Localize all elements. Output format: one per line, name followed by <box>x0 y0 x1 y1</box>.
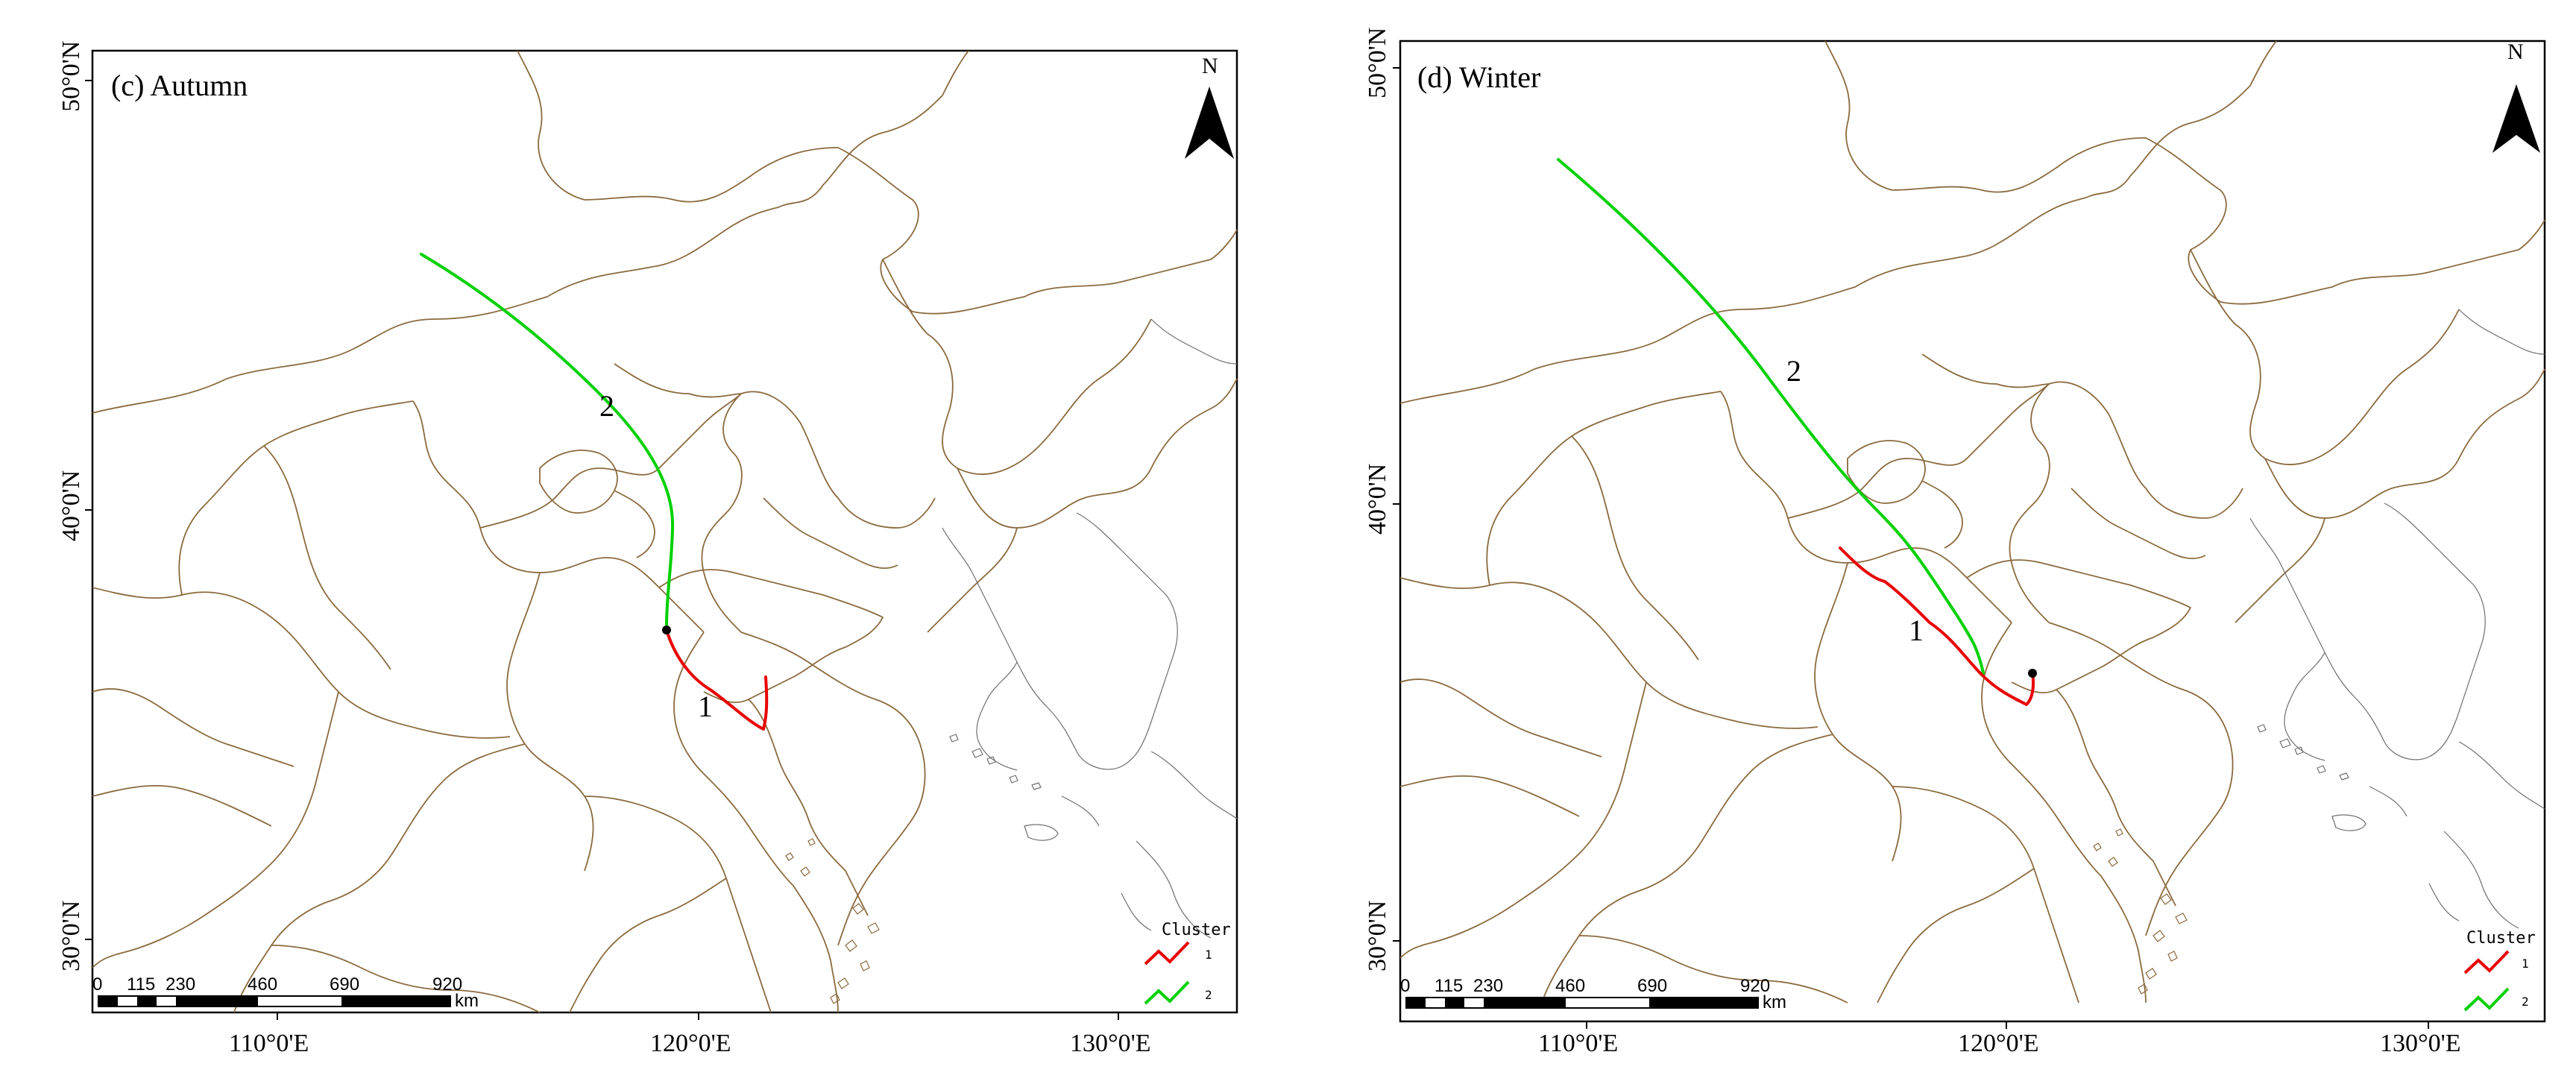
trajectory-cluster-1 <box>665 628 769 731</box>
trajectory-cluster-2 <box>420 253 675 626</box>
scale-unit: km <box>455 991 479 1011</box>
lat-label-30: 30°0'N <box>57 901 85 971</box>
map-frame <box>91 49 1238 1014</box>
legend-swatch-1 <box>1144 941 1190 965</box>
north-arrow-label: N <box>2507 40 2524 64</box>
lat-label-40: 40°0'N <box>1364 464 1391 535</box>
scale-bar: 0 115 230 460 690 920 km <box>92 974 479 1011</box>
scale-tick-690: 690 <box>1637 976 1667 996</box>
legend: Cluster 1 2 <box>1144 921 1231 1005</box>
panel-title: (d) Winter <box>1417 60 1540 94</box>
legend-title: Cluster <box>1162 921 1231 939</box>
scale-tick-0: 0 <box>92 974 102 995</box>
lon-label-110: 110°0'E <box>229 1030 309 1057</box>
lon-labels-autumn: 110°0'E 120°0'E 130°0'E <box>229 1012 1151 1057</box>
lat-label-40: 40°0'N <box>57 470 85 541</box>
scale-tick-690: 690 <box>330 974 359 995</box>
scale-unit: km <box>1763 992 1786 1012</box>
lat-labels-autumn: 50°0'N 40°0'N 30°0'N <box>57 41 92 971</box>
scale-tick-230: 230 <box>166 974 195 995</box>
legend-label-1: 1 <box>1205 948 1212 962</box>
legend-swatch-2 <box>1144 980 1190 1005</box>
lat-label-50: 50°0'N <box>1364 28 1391 98</box>
scale-tick-460: 460 <box>248 974 277 995</box>
legend-label-2: 2 <box>1205 988 1212 1002</box>
lon-label-120: 120°0'E <box>1958 1030 2039 1057</box>
scale-tick-920: 920 <box>432 974 462 995</box>
lon-label-130: 130°0'E <box>2380 1030 2461 1057</box>
trajectory-cluster-1 <box>1839 546 2035 706</box>
scale-tick-230: 230 <box>1473 976 1503 996</box>
scale-tick-920: 920 <box>1740 976 1770 996</box>
lat-label-50: 50°0'N <box>57 41 85 112</box>
trajectory-label-1: 1 <box>1909 614 1924 647</box>
legend-swatch-1 <box>2463 950 2510 974</box>
north-arrow-icon: N <box>1185 54 1234 159</box>
lat-labels-winter: 50°0'N 40°0'N 30°0'N <box>1364 28 1400 971</box>
lon-label-110: 110°0'E <box>1538 1030 1618 1057</box>
lon-label-120: 120°0'E <box>650 1030 731 1057</box>
panel-title: (c) Autumn <box>111 69 248 102</box>
trajectory-label-2: 2 <box>599 389 614 423</box>
trajectory-label-1: 1 <box>698 690 713 723</box>
lon-labels-winter: 110°0'E 120°0'E 130°0'E <box>1538 1021 2461 1057</box>
scale-tick-460: 460 <box>1555 976 1585 996</box>
trajectory-label-2: 2 <box>1786 354 1801 388</box>
map-panel-autumn: 2 1 (c) Autumn N 0 115 230 460 690 920 k… <box>91 49 1238 1014</box>
legend-label-1: 1 <box>2522 957 2529 971</box>
map-panel-winter: 2 1 (d) Winter N 0 115 230 460 690 920 k… <box>1399 40 2546 1023</box>
north-arrow-icon: N <box>2492 40 2540 153</box>
scale-tick-0: 0 <box>1400 976 1410 996</box>
legend-label-2: 2 <box>2522 995 2529 1009</box>
scale-tick-115: 115 <box>1435 976 1463 996</box>
start-point <box>2028 669 2037 678</box>
lon-label-130: 130°0'E <box>1070 1030 1151 1057</box>
map-frame <box>1399 40 2546 1023</box>
lat-label-30: 30°0'N <box>1364 901 1391 971</box>
trajectory-cluster-2 <box>1557 158 1985 675</box>
legend-title: Cluster <box>2466 929 2536 948</box>
scale-tick-115: 115 <box>127 974 155 995</box>
north-arrow-label: N <box>1202 54 1218 78</box>
legend-swatch-2 <box>2463 987 2510 1012</box>
scale-bar: 0 115 230 460 690 920 km <box>1400 976 1786 1012</box>
start-point <box>662 626 671 634</box>
legend: Cluster 1 2 <box>2463 929 2536 1012</box>
